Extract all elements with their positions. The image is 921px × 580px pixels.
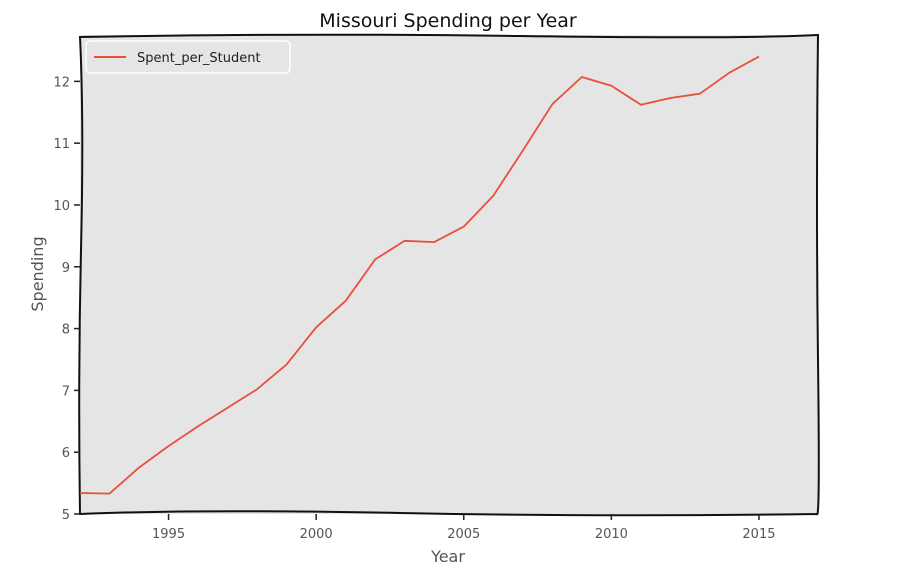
legend-label: Spent_per_Student <box>137 51 261 66</box>
y-tick-label: 8 <box>62 323 70 338</box>
y-tick-label: 12 <box>53 75 70 90</box>
plot-area <box>80 35 818 514</box>
y-tick-label: 11 <box>53 137 70 152</box>
x-tick-label: 2015 <box>742 527 775 542</box>
x-tick-label: 2000 <box>300 527 333 542</box>
y-tick-label: 7 <box>62 384 70 399</box>
series-line-0 <box>79 55 760 495</box>
legend: Spent_per_Student <box>85 40 291 74</box>
y-tick-label: 6 <box>62 446 70 461</box>
y-tick-label: 9 <box>62 261 70 276</box>
y-axis-label: Spending <box>28 236 47 311</box>
y-tick-label: 10 <box>53 199 70 214</box>
y-tick-label: 5 <box>62 508 70 523</box>
x-tick-label: 2010 <box>595 527 628 542</box>
chart-title: Missouri Spending per Year <box>319 10 577 32</box>
x-tick-label: 2005 <box>447 527 480 542</box>
x-axis-label: Year <box>430 547 465 566</box>
plot-border <box>78 33 820 517</box>
x-tick-label: 1995 <box>152 527 185 542</box>
legend-box <box>85 40 291 74</box>
